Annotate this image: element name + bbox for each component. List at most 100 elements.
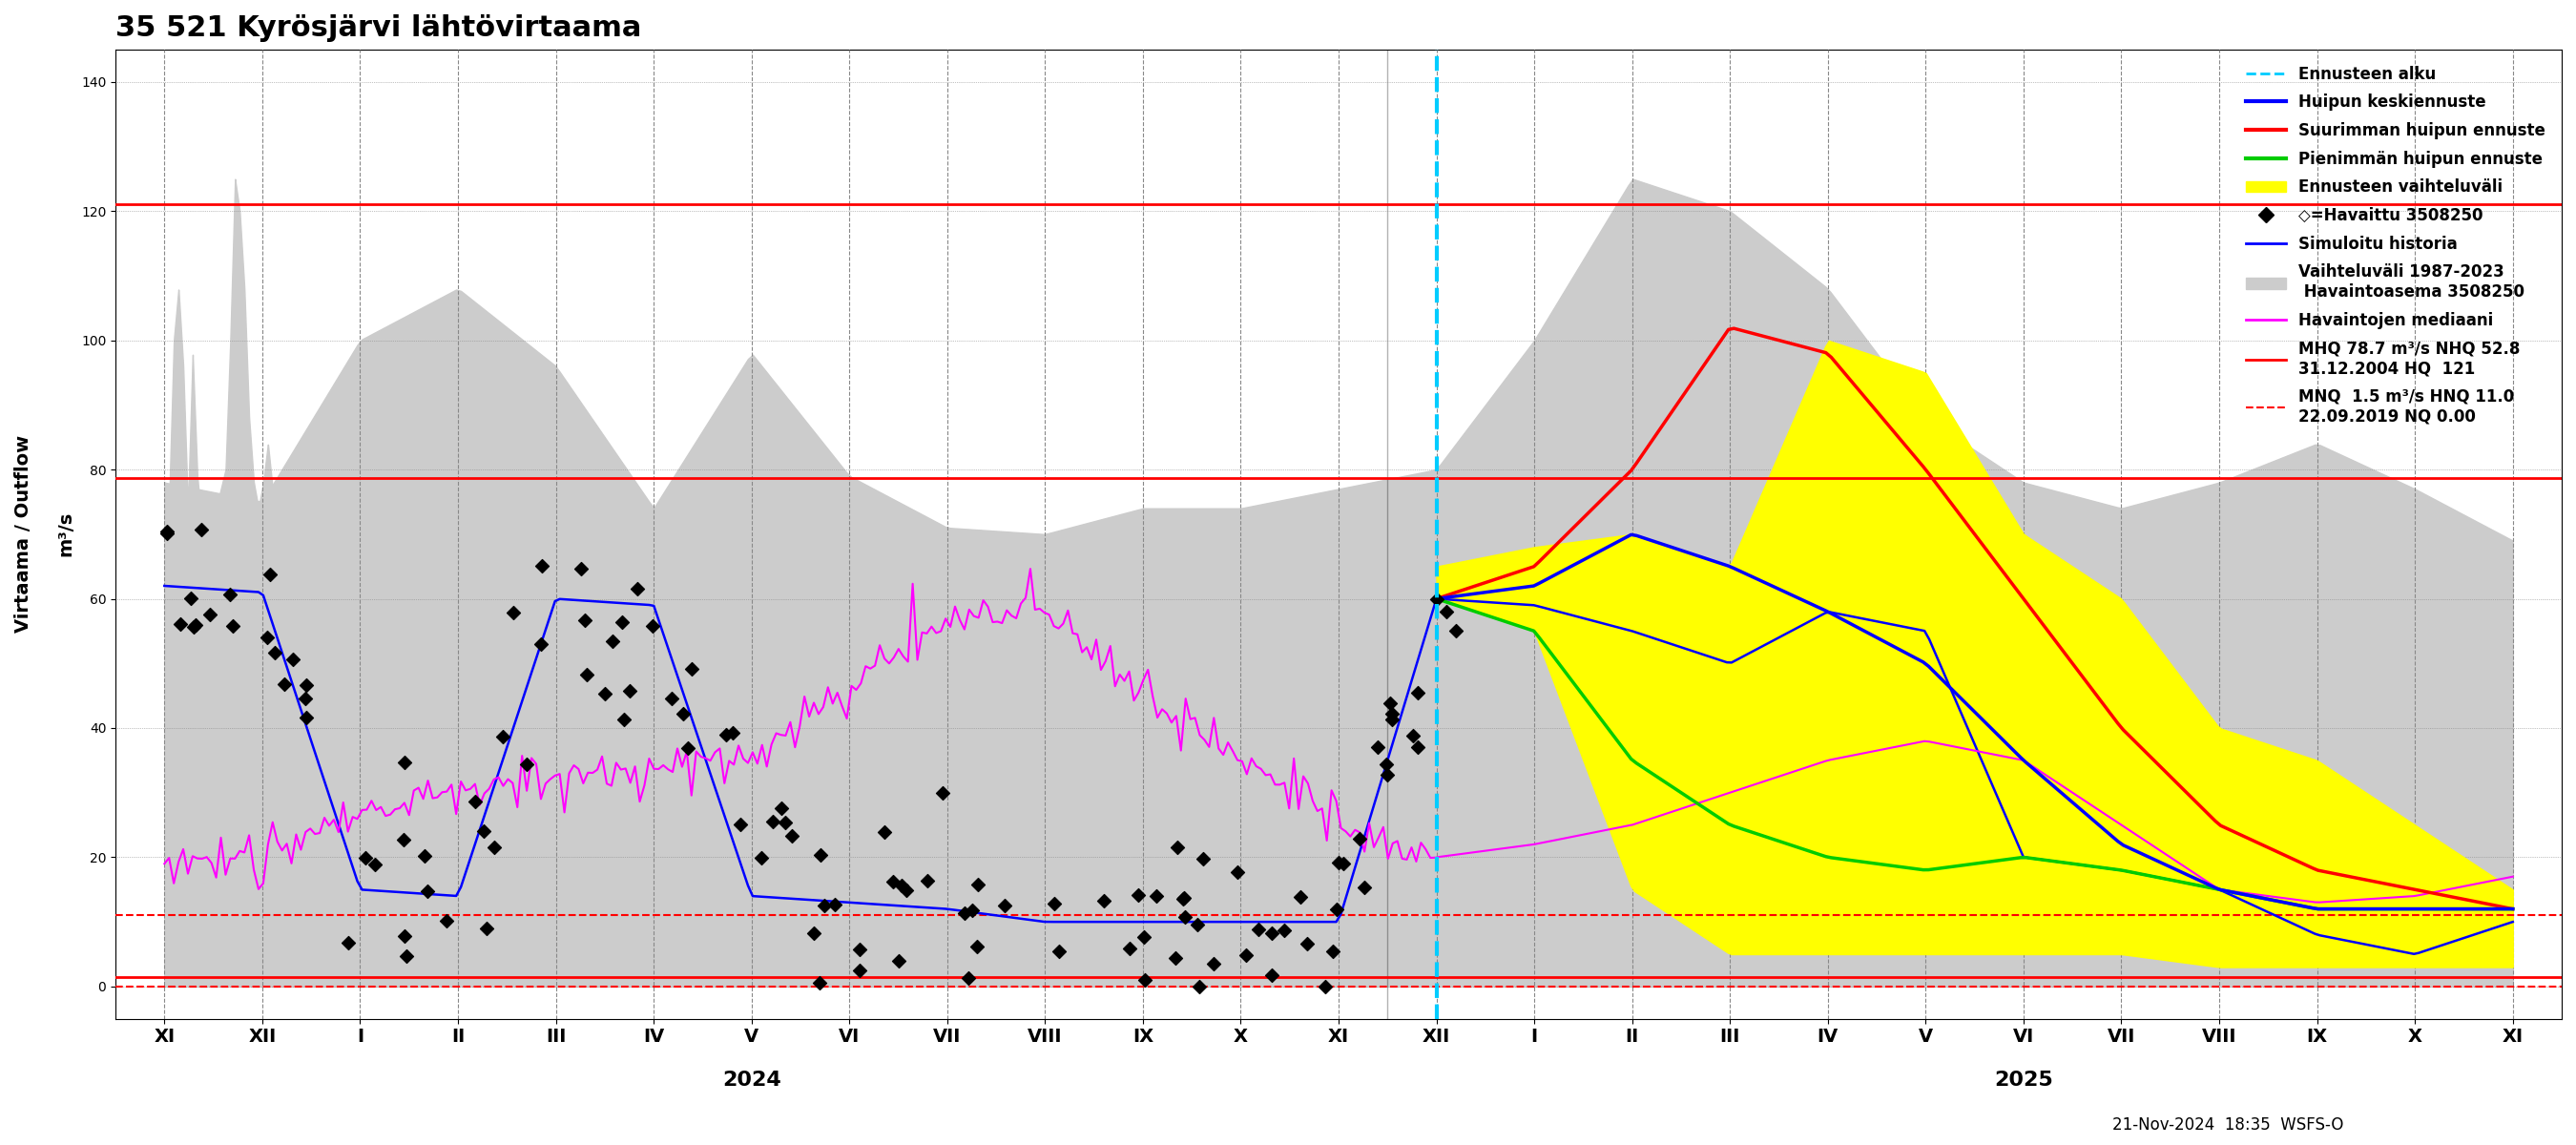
Point <box>355 855 397 874</box>
Point <box>760 799 801 818</box>
Point <box>160 615 201 633</box>
Legend: Ennusteen alku, Huipun keskiennuste, Suurimman huipun ennuste, Pienimmän huipun : Ennusteen alku, Huipun keskiennuste, Suu… <box>2239 57 2553 433</box>
Point <box>1193 955 1234 973</box>
Point <box>840 940 881 958</box>
Point <box>953 901 994 919</box>
Point <box>492 603 533 622</box>
Point <box>173 618 214 637</box>
Point <box>907 871 948 890</box>
Point <box>1118 886 1159 905</box>
Point <box>1303 978 1345 996</box>
Point <box>1345 878 1386 897</box>
Point <box>742 848 783 867</box>
Point <box>948 969 989 987</box>
Point <box>327 933 368 951</box>
Point <box>1311 942 1352 961</box>
Point <box>386 947 428 965</box>
Point <box>1396 684 1437 702</box>
Point <box>1123 929 1164 947</box>
Point <box>247 629 289 647</box>
Point <box>1417 590 1458 608</box>
Point <box>1236 921 1278 939</box>
Point <box>956 937 997 955</box>
Point <box>1038 942 1079 961</box>
Text: 21-Nov-2024  18:35  WSFS-O: 21-Nov-2024 18:35 WSFS-O <box>2112 1116 2344 1134</box>
Point <box>585 685 626 703</box>
Point <box>1180 978 1221 996</box>
Point <box>1425 602 1466 621</box>
Point <box>466 919 507 938</box>
Point <box>1316 853 1358 871</box>
Point <box>1391 727 1432 745</box>
Point <box>881 877 922 895</box>
Point <box>1157 838 1198 856</box>
Point <box>211 617 252 635</box>
Point <box>1162 890 1203 908</box>
Point <box>958 876 999 894</box>
Point <box>562 560 603 578</box>
Point <box>1136 887 1177 906</box>
Y-axis label: Virtaama / Outflow

m³/s: Virtaama / Outflow m³/s <box>15 435 75 633</box>
Point <box>706 726 747 744</box>
Text: 35 521 Kyrösjärvi lähtövirtaama: 35 521 Kyrösjärvi lähtövirtaama <box>116 14 641 42</box>
Point <box>1399 739 1440 757</box>
Point <box>814 895 855 914</box>
Point <box>1358 737 1399 756</box>
Point <box>1280 889 1321 907</box>
Point <box>453 792 495 811</box>
Point <box>286 689 327 708</box>
Point <box>1164 908 1206 926</box>
Point <box>1321 854 1363 872</box>
Point <box>840 962 881 980</box>
Point <box>1177 916 1218 934</box>
Point <box>863 823 904 842</box>
Point <box>1216 863 1257 882</box>
Point <box>922 784 963 803</box>
Point <box>407 883 448 901</box>
Point <box>209 585 250 603</box>
Point <box>520 635 562 654</box>
Point <box>474 838 515 856</box>
Point <box>1164 889 1206 907</box>
Point <box>425 911 466 930</box>
Point <box>752 813 793 831</box>
Point <box>345 848 386 867</box>
Point <box>1370 694 1412 712</box>
Point <box>603 613 644 631</box>
Point <box>505 755 546 773</box>
Point <box>1226 946 1267 964</box>
Point <box>603 710 644 728</box>
Point <box>670 660 711 678</box>
Point <box>799 846 840 864</box>
Point <box>1182 850 1224 868</box>
Point <box>943 903 984 922</box>
Point <box>1123 971 1164 989</box>
Point <box>1110 939 1151 957</box>
Text: 2024: 2024 <box>721 1071 781 1090</box>
Point <box>147 524 188 543</box>
Point <box>631 617 672 635</box>
Point <box>286 676 327 694</box>
Point <box>1288 934 1329 953</box>
Point <box>147 522 188 540</box>
Point <box>175 616 216 634</box>
Point <box>793 924 835 942</box>
Point <box>1252 924 1293 942</box>
Point <box>520 556 562 575</box>
Point <box>878 951 920 970</box>
Point <box>1082 891 1123 909</box>
Point <box>567 665 608 684</box>
Point <box>1252 966 1293 985</box>
Point <box>1370 710 1412 728</box>
Point <box>255 643 296 662</box>
Point <box>464 822 505 840</box>
Point <box>804 897 845 915</box>
Point <box>608 682 649 701</box>
Point <box>384 753 425 772</box>
Point <box>667 740 708 758</box>
Point <box>250 564 291 583</box>
Point <box>404 847 446 866</box>
Point <box>286 709 327 727</box>
Point <box>1154 949 1195 968</box>
Point <box>1033 894 1074 913</box>
